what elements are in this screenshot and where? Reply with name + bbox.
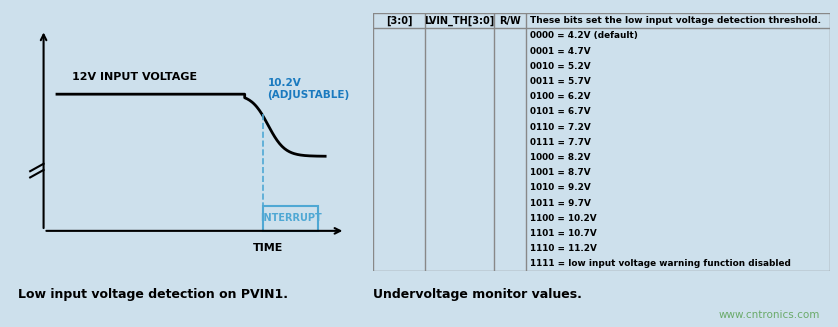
- Text: R/W: R/W: [499, 16, 520, 26]
- Text: 1011 = 9.7V: 1011 = 9.7V: [530, 198, 592, 208]
- Text: [3:0]: [3:0]: [386, 16, 412, 26]
- Text: www.cntronics.com: www.cntronics.com: [718, 310, 820, 320]
- Text: 0001 = 4.7V: 0001 = 4.7V: [530, 46, 591, 56]
- Text: 1001 = 8.7V: 1001 = 8.7V: [530, 168, 591, 177]
- Text: LVIN_TH[3:0]: LVIN_TH[3:0]: [425, 16, 494, 26]
- Text: INTERRUPT: INTERRUPT: [260, 214, 322, 223]
- Text: 0011 = 5.7V: 0011 = 5.7V: [530, 77, 592, 86]
- Text: 0100 = 6.2V: 0100 = 6.2V: [530, 92, 591, 101]
- Text: 1111 = low input voltage warning function disabled: 1111 = low input voltage warning functio…: [530, 259, 791, 268]
- Text: Undervoltage monitor values.: Undervoltage monitor values.: [373, 288, 582, 301]
- Text: 1110 = 11.2V: 1110 = 11.2V: [530, 244, 597, 253]
- Text: 0010 = 5.2V: 0010 = 5.2V: [530, 62, 591, 71]
- Bar: [262, 206, 318, 231]
- Text: 0101 = 6.7V: 0101 = 6.7V: [530, 107, 591, 116]
- Text: 12V INPUT VOLTAGE: 12V INPUT VOLTAGE: [71, 72, 197, 82]
- Text: 1101 = 10.7V: 1101 = 10.7V: [530, 229, 597, 238]
- Text: These bits set the low input voltage detection threshold.: These bits set the low input voltage det…: [530, 16, 821, 25]
- Text: TIME: TIME: [253, 243, 283, 253]
- Text: 1010 = 9.2V: 1010 = 9.2V: [530, 183, 592, 192]
- Text: 1000 = 8.2V: 1000 = 8.2V: [530, 153, 591, 162]
- Text: 0000 = 4.2V (default): 0000 = 4.2V (default): [530, 31, 639, 40]
- Text: 0110 = 7.2V: 0110 = 7.2V: [530, 123, 592, 131]
- Text: 0111 = 7.7V: 0111 = 7.7V: [530, 138, 592, 147]
- Text: Low input voltage detection on PVIN1.: Low input voltage detection on PVIN1.: [18, 288, 288, 301]
- Text: 1100 = 10.2V: 1100 = 10.2V: [530, 214, 597, 223]
- Text: 10.2V
(ADJUSTABLE): 10.2V (ADJUSTABLE): [267, 78, 349, 100]
